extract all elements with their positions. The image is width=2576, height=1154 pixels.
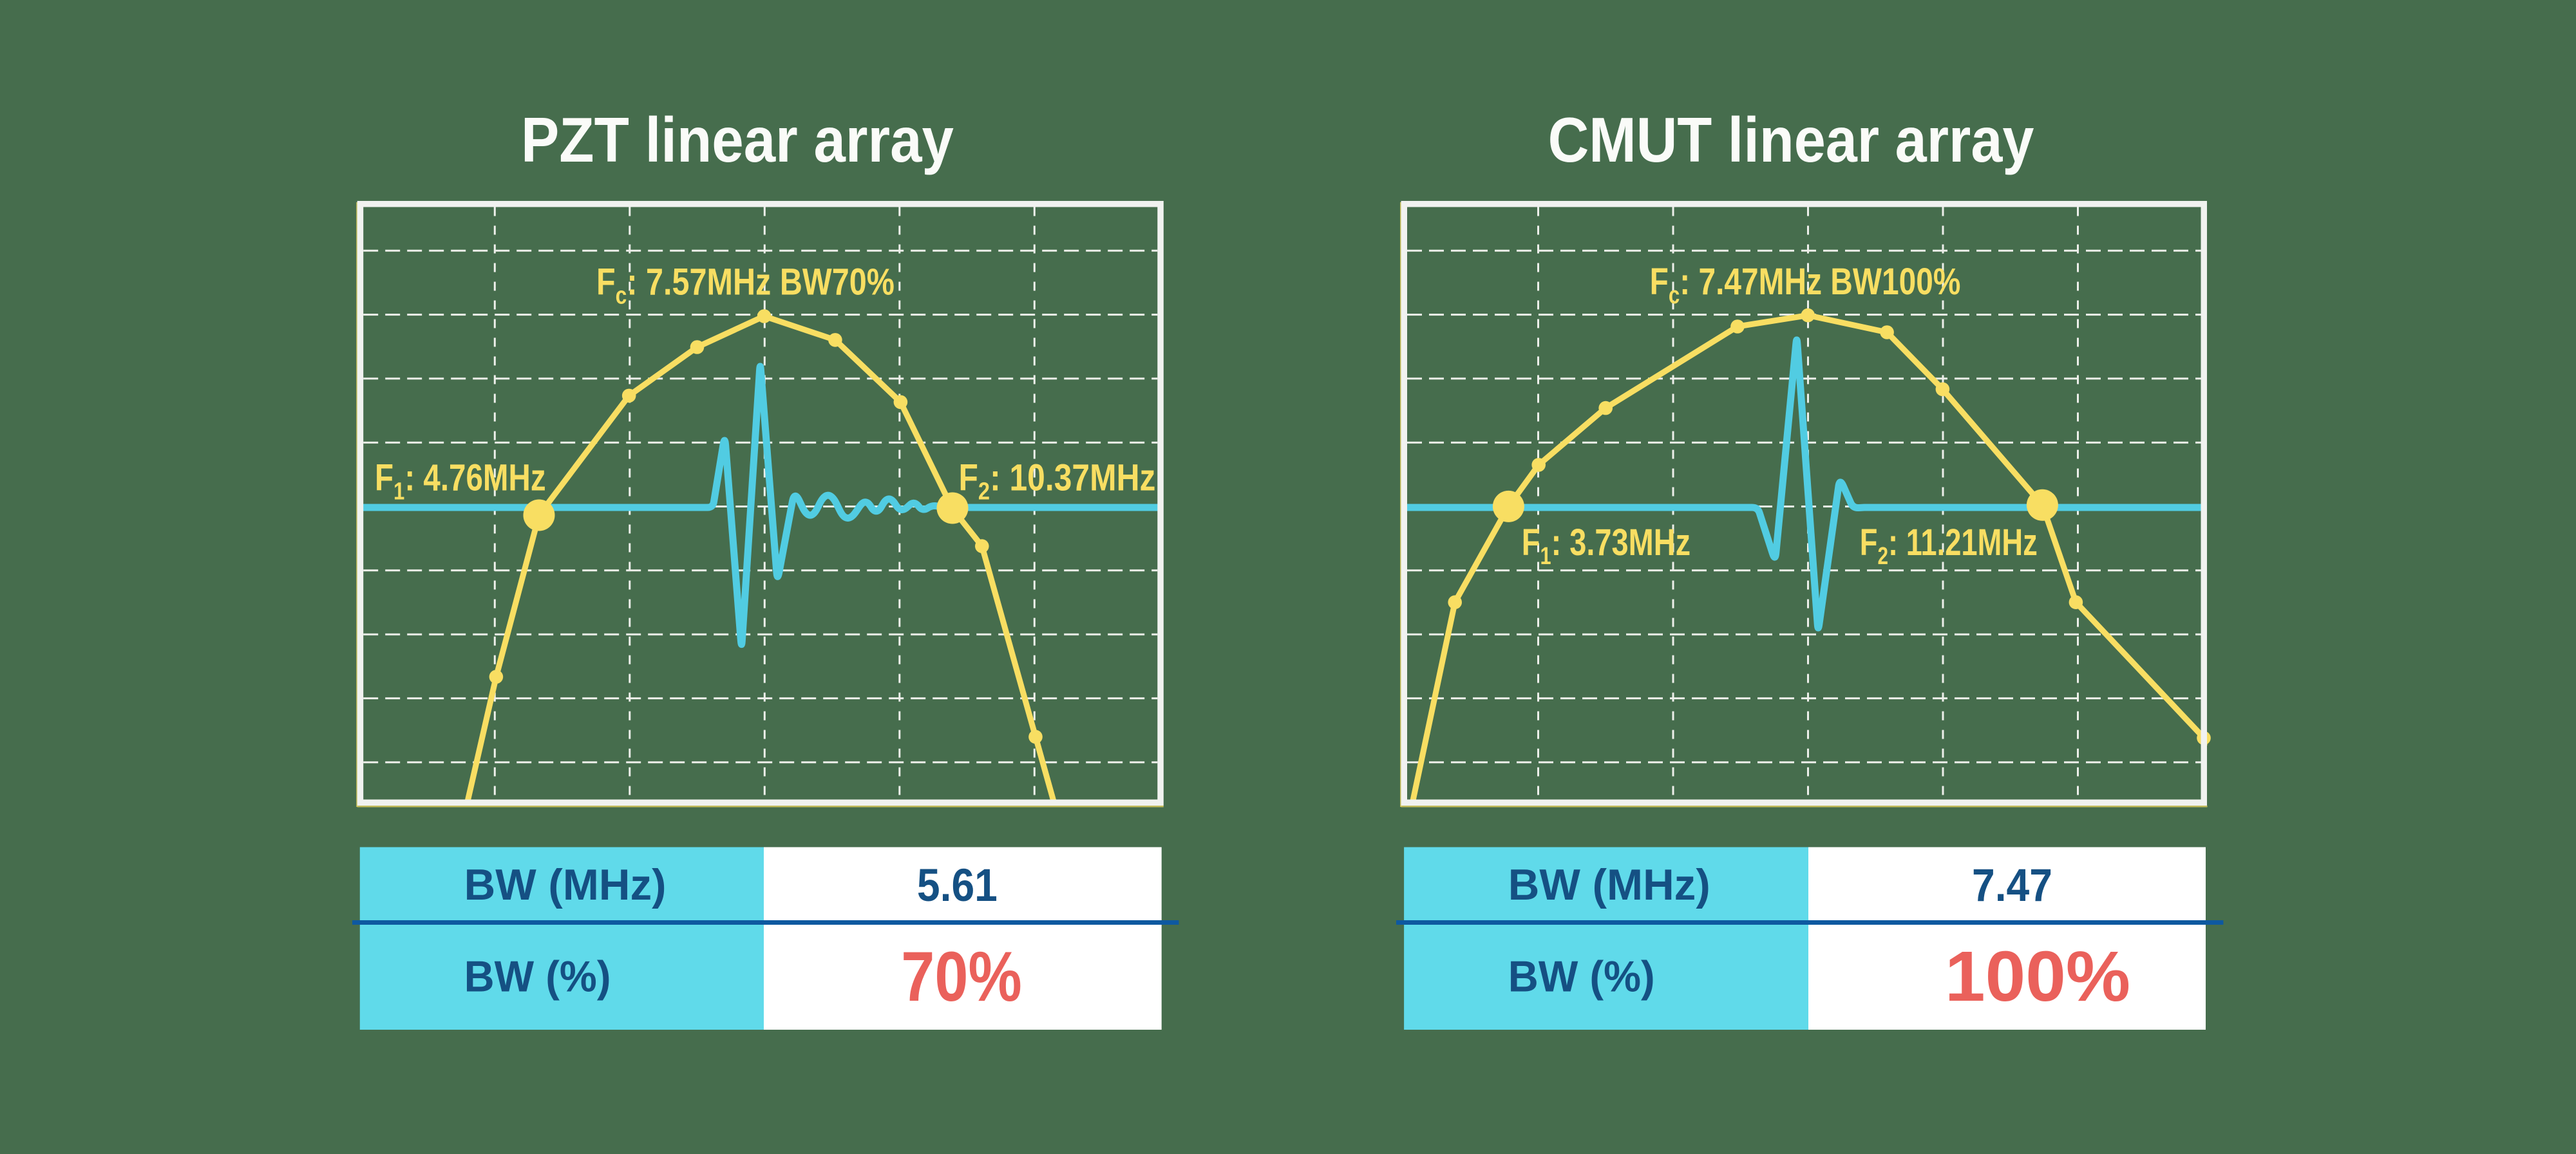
svg-text:5.61: 5.61	[917, 860, 998, 911]
svg-text:BW (MHz): BW (MHz)	[1508, 861, 1710, 909]
svg-text:BW (%): BW (%)	[464, 952, 611, 1001]
svg-text:Fc: 7.57MHz BW70%: Fc: 7.57MHz BW70%	[596, 261, 895, 309]
svg-text:BW (MHz): BW (MHz)	[464, 861, 667, 909]
svg-text:Fc: 7.47MHz BW100%: Fc: 7.47MHz BW100%	[1650, 261, 1961, 309]
svg-text:PZT linear array: PZT linear array	[521, 104, 954, 175]
svg-text:70%: 70%	[901, 937, 1021, 1016]
svg-text:F1: 4.76MHz: F1: 4.76MHz	[375, 457, 546, 505]
svg-text:F2: 11.21MHz: F2: 11.21MHz	[1860, 522, 2038, 570]
svg-text:F2: 10.37MHz: F2: 10.37MHz	[959, 457, 1156, 505]
svg-text:F1: 3.73MHz: F1: 3.73MHz	[1522, 522, 1690, 569]
svg-text:7.47: 7.47	[1972, 860, 2052, 911]
svg-text:CMUT linear array: CMUT linear array	[1548, 105, 2034, 175]
svg-text:BW (%): BW (%)	[1508, 952, 1655, 1001]
svg-text:100%: 100%	[1945, 936, 2130, 1016]
